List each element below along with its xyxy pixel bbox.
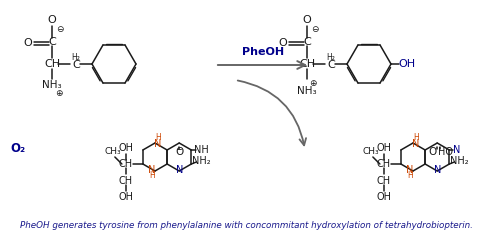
Text: CH₃: CH₃ — [363, 147, 379, 155]
Text: OH: OH — [119, 143, 133, 153]
Text: NH: NH — [194, 145, 209, 155]
Text: NH₂: NH₂ — [192, 156, 211, 166]
Text: H₂: H₂ — [71, 54, 80, 62]
Text: N: N — [148, 165, 155, 175]
Text: ⊕: ⊕ — [309, 79, 317, 88]
Text: N: N — [453, 145, 460, 155]
Text: N: N — [154, 139, 162, 149]
Text: H: H — [149, 171, 155, 181]
Text: ⊖: ⊖ — [56, 25, 64, 34]
Text: O: O — [278, 38, 287, 48]
Text: H₂: H₂ — [327, 54, 336, 62]
Text: N: N — [433, 165, 441, 175]
Text: HO: HO — [438, 147, 453, 157]
FancyArrowPatch shape — [238, 81, 306, 145]
Text: OH: OH — [399, 59, 416, 69]
Text: ⊕: ⊕ — [55, 89, 63, 99]
Text: O: O — [428, 147, 436, 157]
Text: PheOH: PheOH — [242, 47, 284, 57]
Text: C: C — [72, 60, 80, 70]
Text: H: H — [155, 134, 161, 143]
Text: H: H — [407, 171, 413, 181]
Text: N: N — [412, 139, 420, 149]
Text: OH: OH — [119, 192, 133, 202]
Text: N: N — [176, 165, 183, 175]
Text: O: O — [303, 15, 311, 25]
Text: CH: CH — [119, 176, 133, 186]
Text: H: H — [413, 134, 419, 143]
Text: O₂: O₂ — [10, 141, 26, 154]
Text: CH: CH — [377, 176, 391, 186]
Text: C: C — [327, 60, 335, 70]
Text: CH: CH — [377, 159, 391, 169]
Text: NH₃: NH₃ — [297, 86, 317, 96]
Text: OH: OH — [376, 143, 391, 153]
Text: PheOH generates tyrosine from phenylalanine with concommitant hydroxylation of t: PheOH generates tyrosine from phenylalan… — [20, 220, 472, 230]
Text: ⊖: ⊖ — [311, 25, 319, 34]
Text: CH₃: CH₃ — [105, 147, 121, 155]
Text: NH₃: NH₃ — [42, 80, 62, 90]
Text: O: O — [48, 15, 57, 25]
Text: NH₂: NH₂ — [450, 156, 469, 166]
Text: OH: OH — [376, 192, 391, 202]
Text: O: O — [175, 147, 184, 157]
Text: C: C — [303, 37, 311, 47]
Text: CH: CH — [299, 59, 315, 69]
Text: CH: CH — [119, 159, 133, 169]
Text: O: O — [24, 38, 32, 48]
Text: CH: CH — [44, 59, 60, 69]
Text: N: N — [406, 165, 414, 175]
Text: C: C — [48, 37, 56, 47]
